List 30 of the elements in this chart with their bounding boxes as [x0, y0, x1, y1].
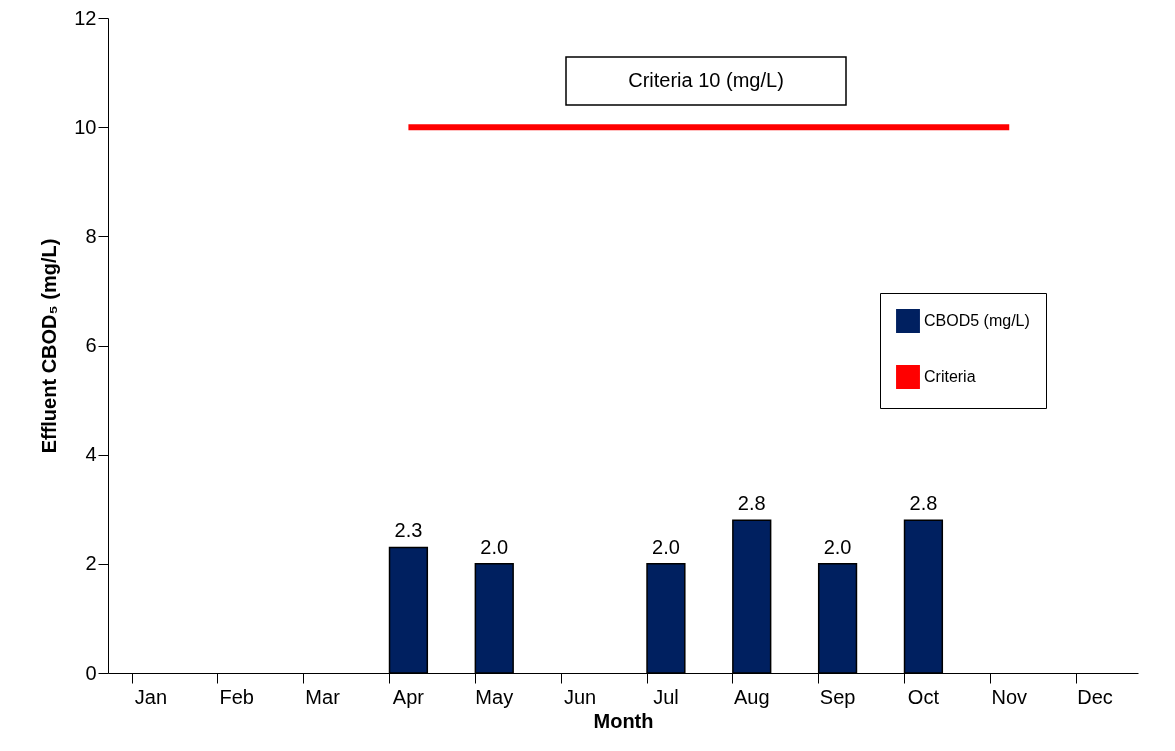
legend-label: Criteria — [924, 368, 976, 385]
y-axis-title: Effluent CBOD₅ (mg/L) — [38, 238, 61, 454]
x-tick-label: Feb — [219, 685, 254, 708]
x-tick-label: Oct — [907, 685, 940, 708]
x-tick-label: Jul — [653, 685, 679, 708]
y-tick-label: 6 — [85, 334, 97, 356]
x-tick-label: Jan — [134, 685, 168, 708]
data-label: 2.3 — [394, 519, 423, 542]
x-tick-label: Nov — [991, 685, 1028, 708]
x-tick-label: Sep — [819, 685, 856, 708]
legend-label: CBOD5 (mg/L) — [924, 312, 1030, 329]
data-label: 2.0 — [480, 535, 509, 558]
data-label: 2.0 — [823, 535, 852, 558]
x-tick-label: Apr — [392, 685, 425, 708]
data-label: 2.8 — [737, 492, 766, 515]
y-tick-label: 2 — [85, 552, 97, 575]
x-tick-label: Dec — [1077, 685, 1113, 708]
y-tick-label: 8 — [85, 224, 97, 247]
x-tick-label: May — [475, 685, 514, 708]
x-tick-label: Mar — [305, 685, 341, 708]
y-tick-label: 10 — [74, 115, 97, 138]
y-tick-label: 4 — [85, 443, 97, 466]
data-label: 2.0 — [652, 535, 680, 558]
annotation: Criteria 10 (mg/L) — [628, 69, 784, 91]
x-tick-label: Aug — [733, 685, 770, 708]
data-label: 2.8 — [909, 492, 938, 515]
x-tick-label: Jun — [563, 685, 597, 708]
y-tick-label: 12 — [74, 6, 97, 29]
x-axis-title: Month — [593, 709, 654, 732]
y-tick-label: 0 — [85, 661, 97, 684]
